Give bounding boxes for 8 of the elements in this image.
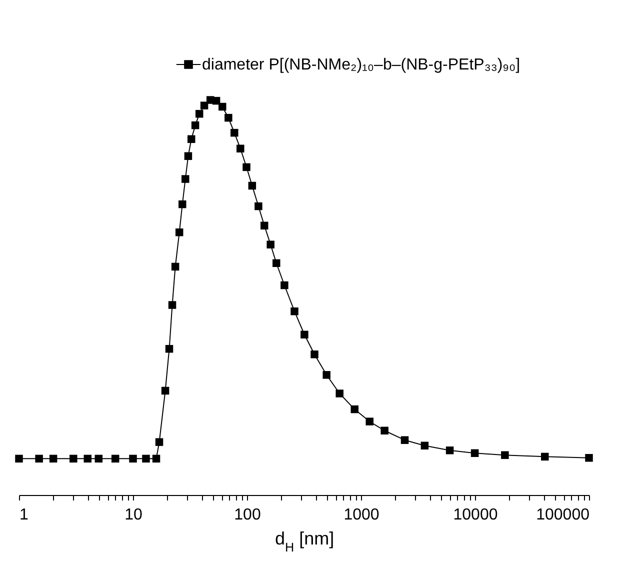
x-tick-label: 10000 [453,506,498,524]
x-tick-label: 1000 [344,506,380,524]
legend-label: diameter P[(NB-NMe₂)₁₀–b–(NB-g-PEtP₃₃)₉₀] [202,56,520,74]
x-tick-label: 100000 [536,506,590,524]
x-tick-label: 10 [124,506,142,524]
x-tick-label: 1 [20,506,28,524]
x-tick-label: 100 [234,506,261,524]
x-axis-title: d$_{H}$ [nm] [274,528,334,554]
